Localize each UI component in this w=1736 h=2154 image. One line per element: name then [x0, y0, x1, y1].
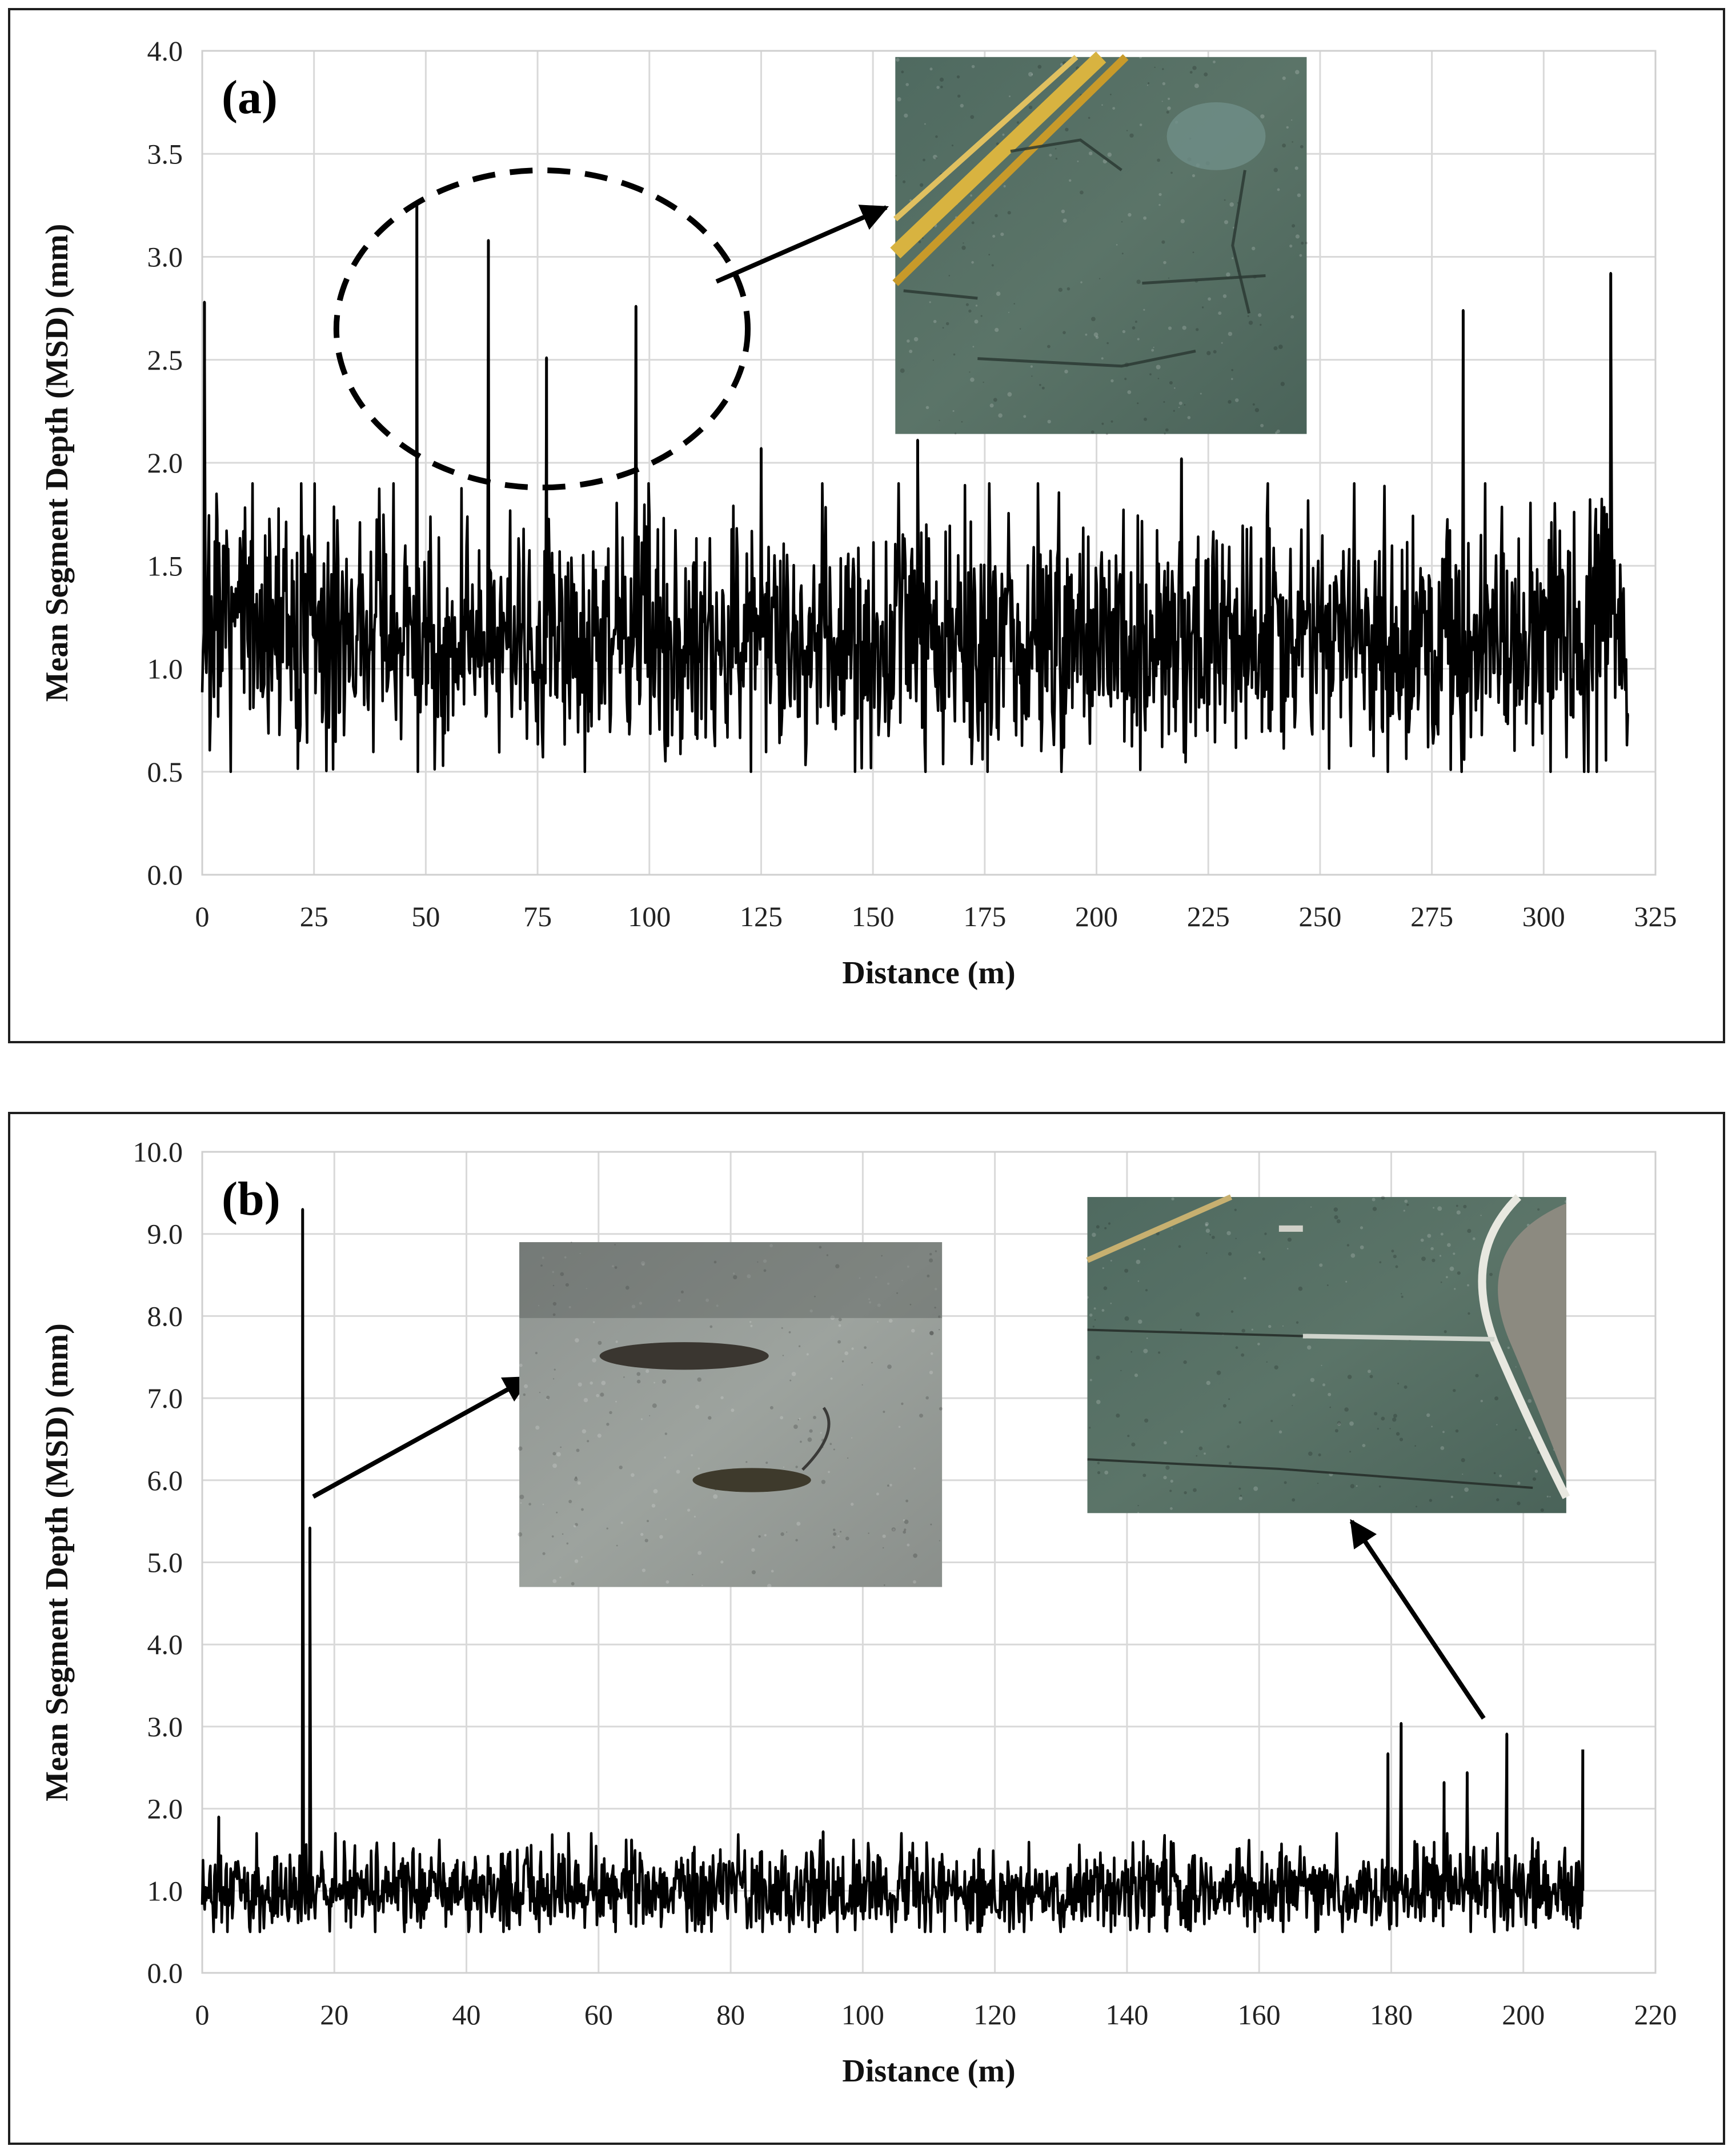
- y-tick-label: 4.0: [147, 35, 183, 67]
- x-tick-label: 325: [1634, 900, 1677, 932]
- chart-panel-a: 0 25 50 75 100 125 150 175 200 225 250 275 300 325 0.0…: [8, 8, 1725, 1043]
- y-axis-title: Mean Segment Depth (MSD) (mm): [39, 1323, 75, 1801]
- y-tick-label: 1.0: [147, 653, 183, 685]
- chart-b-svg: 0 20 40 60 80 100 120 140 160 180 200 220 0.0 1.0 2.0 3…: [39, 1136, 1677, 2089]
- x-tick-label: 120: [973, 1999, 1016, 2031]
- y-tick-label: 5.0: [147, 1547, 183, 1579]
- y-tick-label: 0.0: [147, 859, 183, 891]
- chart-a-svg: 0 25 50 75 100 125 150 175 200 225 250 275 300 325 0.0…: [39, 35, 1677, 991]
- x-axis-title: Distance (m): [842, 2053, 1015, 2089]
- x-tick-label: 50: [411, 900, 440, 932]
- x-tick-label: 20: [320, 1999, 348, 2031]
- x-tick-label: 75: [523, 900, 552, 932]
- x-tick-label: 180: [1370, 1999, 1413, 2031]
- y-tick-label: 8.0: [147, 1300, 183, 1332]
- x-tick-label: 200: [1502, 1999, 1545, 2031]
- y-tick-label: 10.0: [133, 1136, 183, 1168]
- x-tick-label: 220: [1634, 1999, 1677, 2031]
- y-tick-label: 3.5: [147, 138, 183, 170]
- x-tick-label: 225: [1187, 900, 1230, 932]
- y-tick-label: 0.5: [147, 756, 183, 788]
- x-tick-label: 160: [1238, 1999, 1281, 2031]
- x-tick-label: 125: [740, 900, 783, 932]
- annotation-arrow: [715, 205, 889, 284]
- y-tick-label: 4.0: [147, 1628, 183, 1660]
- annotations: [333, 51, 1308, 491]
- y-tick-label: 1.0: [147, 1875, 183, 1907]
- panel-label: (b): [222, 1172, 280, 1226]
- annotations: [312, 1194, 1570, 1720]
- x-tick-label: 25: [300, 900, 328, 932]
- photo-inset-pothole: [519, 1242, 943, 1587]
- annotation-arrow: [312, 1375, 532, 1499]
- y-tick-label: 2.5: [147, 344, 183, 376]
- y-axis-title: Mean Segment Depth (MSD) (mm): [39, 224, 75, 702]
- x-axis-title: Distance (m): [842, 955, 1015, 991]
- x-tick-label: 100: [841, 1999, 884, 2031]
- x-tick-label: 300: [1522, 900, 1565, 932]
- photo-inset: [518, 1242, 943, 1588]
- x-tick-label: 250: [1298, 900, 1341, 932]
- chart-panel-b: 0 20 40 60 80 100 120 140 160 180 200 220 0.0 1.0 2.0 3…: [8, 1112, 1725, 2145]
- y-tick-label: 2.0: [147, 447, 183, 479]
- y-tick-label: 6.0: [147, 1464, 183, 1496]
- panel-label: (a): [222, 71, 278, 124]
- y-tick-label: 0.0: [147, 1957, 183, 1989]
- y-tick-label: 3.0: [147, 1711, 183, 1743]
- x-tick-label: 275: [1410, 900, 1453, 932]
- msd-series-line: [201, 202, 1629, 774]
- y-tick-label: 3.0: [147, 241, 183, 273]
- x-tick-label: 200: [1075, 900, 1118, 932]
- x-tick-label: 140: [1105, 1999, 1148, 2031]
- x-tick-label: 60: [584, 1999, 613, 2031]
- msd-series-line: [201, 1208, 1585, 1933]
- plot-area: [201, 1151, 1657, 1974]
- x-tick-label: 0: [195, 1999, 210, 2031]
- y-tick-label: 7.0: [147, 1382, 183, 1414]
- x-tick-label: 150: [852, 900, 895, 932]
- x-tick-label: 0: [195, 900, 210, 932]
- y-tick-label: 2.0: [147, 1793, 183, 1825]
- dashed-highlight-ellipse: [333, 167, 751, 491]
- y-tick-label: 9.0: [147, 1218, 183, 1250]
- x-tick-label: 175: [963, 900, 1006, 932]
- x-tick-label: 80: [716, 1999, 745, 2031]
- x-tick-label: 100: [628, 900, 671, 932]
- x-tick-label: 40: [452, 1999, 481, 2031]
- plot-area: [201, 50, 1657, 876]
- photo-inset: [1086, 1194, 1570, 1514]
- annotation-arrow: [1349, 1519, 1486, 1720]
- photo-inset: [890, 51, 1308, 435]
- y-tick-label: 1.5: [147, 550, 183, 582]
- photo-inset-curb: [1087, 1197, 1566, 1514]
